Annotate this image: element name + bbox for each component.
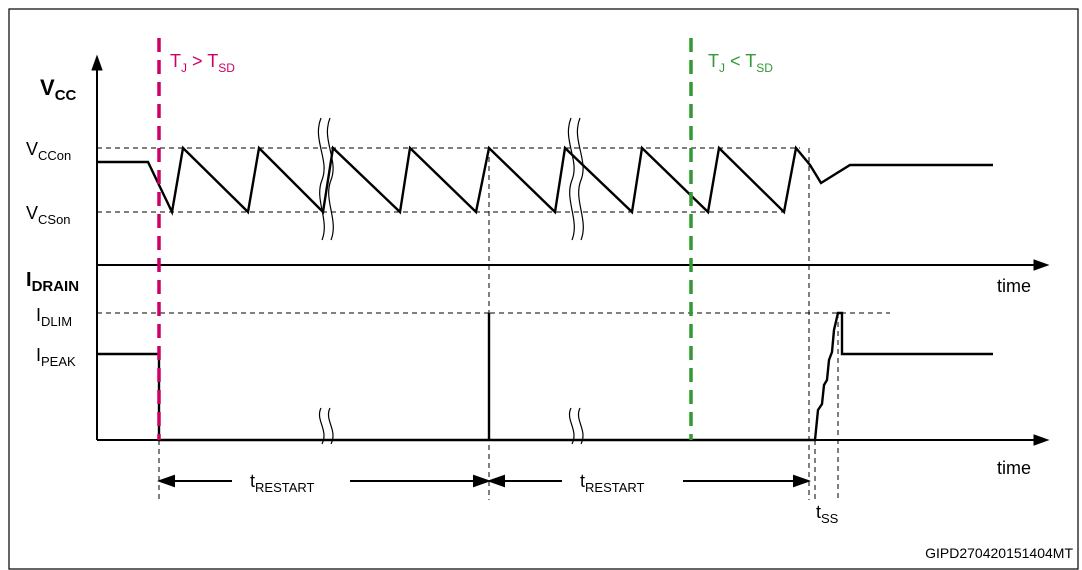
tss-label: tSS	[816, 502, 839, 526]
x-axis-upper-arrow	[1033, 259, 1050, 271]
axes	[91, 54, 1050, 446]
break-i-2	[569, 407, 575, 445]
break-vcc-1b	[326, 117, 334, 241]
tsd-enter-label: TJ > TSD	[170, 51, 235, 75]
ipeak-label: IPEAK	[36, 345, 76, 369]
tsd-exit-label: TJ < TSD	[708, 51, 773, 75]
figure-frame	[8, 8, 1079, 570]
title-cropped	[280, 0, 840, 6]
idrain-axis-title: IDRAIN	[26, 269, 79, 295]
y-axis-arrow	[91, 54, 103, 71]
break-i-2b	[578, 407, 584, 445]
break-vcc-1	[317, 117, 325, 241]
trestart-label-2: tRESTART	[580, 471, 645, 495]
break-i-1b	[328, 407, 334, 445]
x-axis-lower-arrow	[1033, 434, 1050, 446]
time-label-lower: time	[997, 458, 1031, 478]
vccon-label: VCCon	[26, 139, 71, 163]
axis-break-symbols	[317, 117, 584, 445]
break-i-1	[319, 407, 325, 445]
break-vcc-2	[567, 117, 575, 241]
figure-id: GIPD270420151404MT	[925, 545, 1073, 561]
idrain-waveform	[97, 311, 993, 442]
vcc-axis-title: VCC	[40, 75, 77, 104]
break-vcc-2b	[576, 117, 584, 241]
trestart-label-1: tRESTART	[250, 471, 315, 495]
vcc-waveform	[97, 145, 993, 216]
idlim-label: IDLIM	[36, 305, 72, 329]
interval-arrows	[157, 474, 811, 488]
time-label-upper: time	[997, 276, 1031, 296]
vcson-label: VCSon	[26, 203, 71, 227]
